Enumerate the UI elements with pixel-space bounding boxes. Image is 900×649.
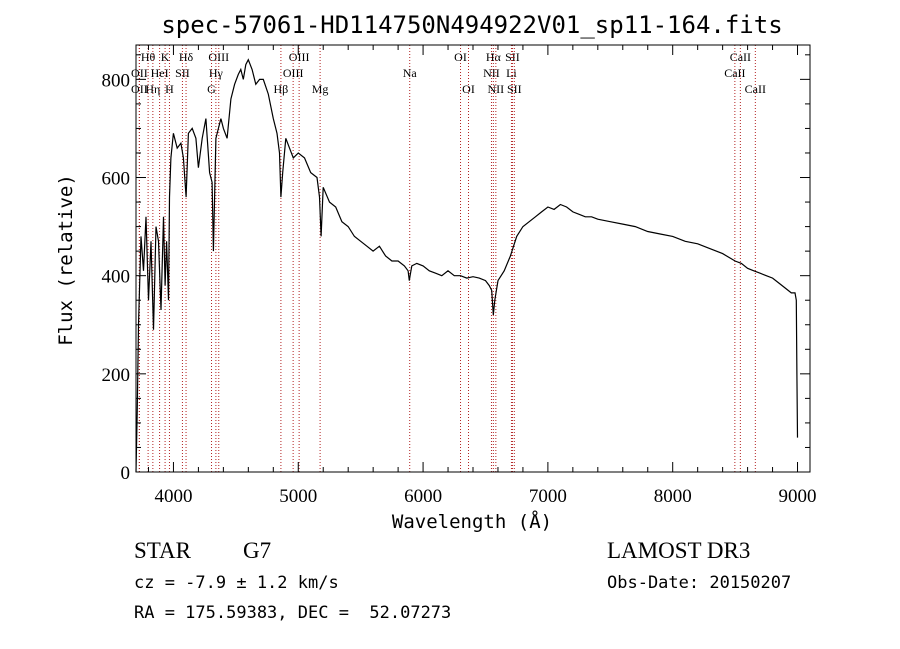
line-label-Ca-II-8498: CaII [724,66,745,80]
x-tick-label-6000: 6000 [404,486,442,507]
x-tick-label-9000: 9000 [779,486,817,507]
line-label-O-I-6300: OI [454,50,467,64]
spectrum-chart: spec-57061-HD114750N494922V01_sp11-164.f… [55,11,817,533]
survey-name: LAMOST DR3 [607,538,751,563]
line-label-H-gamma: Hγ [209,66,224,80]
y-tick-label-200: 200 [102,365,131,386]
line-label-O-III-5007: OIII [289,50,310,64]
line-label-N-II-6583: NII [488,82,505,96]
ra-dec: RA = 175.59383, DEC = 52.07273 [134,603,452,623]
spectrum-line-spectrum [135,58,799,473]
line-label-S-II-6731: SII [507,82,522,96]
y-axis-label: Flux (relative) [55,174,77,346]
x-tick-label-8000: 8000 [654,486,692,507]
line-label-H-alpha: Hα [486,50,502,64]
obs-date: Obs-Date: 20150207 [607,573,792,593]
line-label-Li: Li [506,66,517,80]
line-label-He-I: HeI [151,66,169,80]
x-axis-label: Wavelength (Å) [392,510,552,533]
line-label-N-II: NII [483,66,500,80]
line-label-O-III: OIII [208,50,229,64]
x-tick-label-7000: 7000 [529,486,567,507]
y-tick-label-400: 400 [102,267,131,288]
line-label-H-delta: Hδ [179,50,194,64]
x-axis: 4000 5000 6000 7000 8000 9000 [147,45,817,507]
plot-frame [135,44,811,473]
line-label-K: K [161,50,170,64]
redshift-cz: cz = -7.9 ± 1.2 km/s [134,573,339,593]
object-subclass: G7 [243,538,272,563]
line-label-O-III-4959: OIII [283,66,304,80]
y-tick-label-600: 600 [102,169,131,190]
x-tick-label-4000: 4000 [154,486,192,507]
line-label-Na: Na [403,66,418,80]
y-tick-label-0: 0 [121,463,131,484]
x-tick-label-5000: 5000 [279,486,317,507]
y-tick-label-800: 800 [102,70,131,91]
object-class: STAR [134,538,191,563]
line-label-Ca-II-8662: CaII [745,82,766,96]
line-label-Ca-II-8542: CaII [730,50,751,64]
line-label-O-I-6364: OI [462,82,475,96]
line-label-H-theta: Hθ [141,50,156,64]
line-label-Mg: Mg [312,82,329,96]
spectrum-series [135,58,799,473]
line-label-O-II-b: OII [131,82,148,96]
line-label-H-eta: Hη [145,82,160,96]
chart-title: spec-57061-HD114750N494922V01_sp11-164.f… [161,11,782,39]
y-axis: 0 200 400 600 800 [102,54,810,484]
line-label-H: H [165,82,174,96]
line-label-G-band: G [207,82,216,96]
line-label-H-beta: Hβ [274,82,289,96]
line-label-S-II-6716: SII [505,50,520,64]
line-label-S-II: SII [175,66,190,80]
